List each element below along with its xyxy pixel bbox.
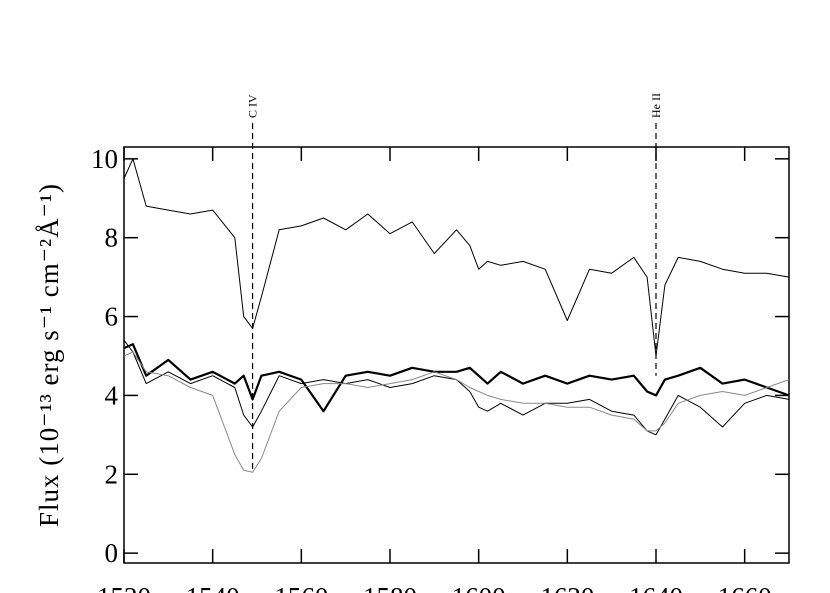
y-axis-label: Flux (10⁻¹³ erg s⁻¹ cm⁻²Å⁻¹) (34, 183, 64, 527)
y-tick-label: 10 (91, 144, 118, 174)
y-tick-label: 8 (105, 223, 119, 253)
spectrum-line (123, 339, 790, 436)
x-tick-label: 1540 (186, 582, 240, 593)
y-tick-label: 4 (105, 380, 119, 410)
x-tick-label: 1600 (452, 582, 506, 593)
y-tick-label: 2 (105, 459, 119, 489)
x-tick-label: 1520 (97, 582, 151, 593)
spectrum-line (123, 351, 790, 473)
x-tick-label: 1560 (274, 582, 328, 593)
y-tick-label: 0 (105, 538, 119, 568)
spectrum-line (123, 343, 790, 413)
x-tick-label: 1640 (629, 582, 683, 593)
plot-frame (123, 146, 790, 564)
x-tick-label: 1620 (540, 582, 594, 593)
spectrum-line (123, 158, 790, 357)
x-tick-label: 1580 (363, 582, 417, 593)
annotation-label: He II (649, 93, 663, 118)
x-tick-label: 1660 (718, 582, 772, 593)
y-tick-label: 6 (105, 302, 119, 332)
annotation-label: C IV (246, 94, 260, 118)
